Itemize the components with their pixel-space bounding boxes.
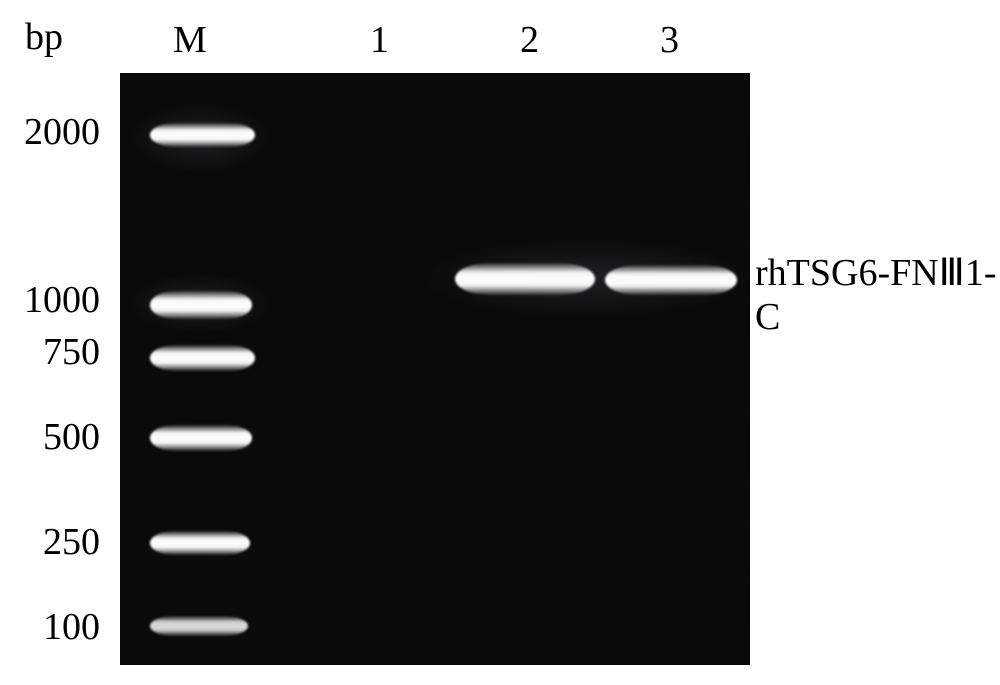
- sample-band-lane2: [455, 263, 595, 295]
- gel-image: [120, 73, 750, 665]
- bp-label-750: 750: [0, 330, 100, 374]
- marker-band-2000: [150, 123, 255, 147]
- bp-label-250: 250: [0, 520, 100, 564]
- lane-label-3: 3: [660, 18, 679, 62]
- bp-label-1000: 1000: [0, 278, 100, 322]
- bp-label-2000: 2000: [0, 110, 100, 154]
- bp-label-500: 500: [0, 415, 100, 459]
- marker-band-250: [150, 531, 250, 555]
- gel-figure: M 1 2 3: [120, 15, 750, 665]
- bp-label-100: 100: [0, 605, 100, 649]
- marker-band-1000: [150, 291, 252, 319]
- marker-band-500: [150, 425, 252, 451]
- sample-band-lane3: [605, 265, 737, 295]
- lane-label-m: M: [173, 18, 207, 62]
- marker-band-750: [150, 345, 255, 371]
- lane-header-row: M 1 2 3: [120, 15, 750, 65]
- marker-band-100: [150, 616, 248, 636]
- lane-label-2: 2: [520, 18, 539, 62]
- lane-label-1: 1: [370, 18, 389, 62]
- band-annotation: rhTSG6-FNⅢ1-C: [755, 250, 1000, 339]
- unit-label: bp: [25, 15, 63, 59]
- bp-size-labels-column: bp 2000 1000 750 500 250 100: [0, 15, 115, 665]
